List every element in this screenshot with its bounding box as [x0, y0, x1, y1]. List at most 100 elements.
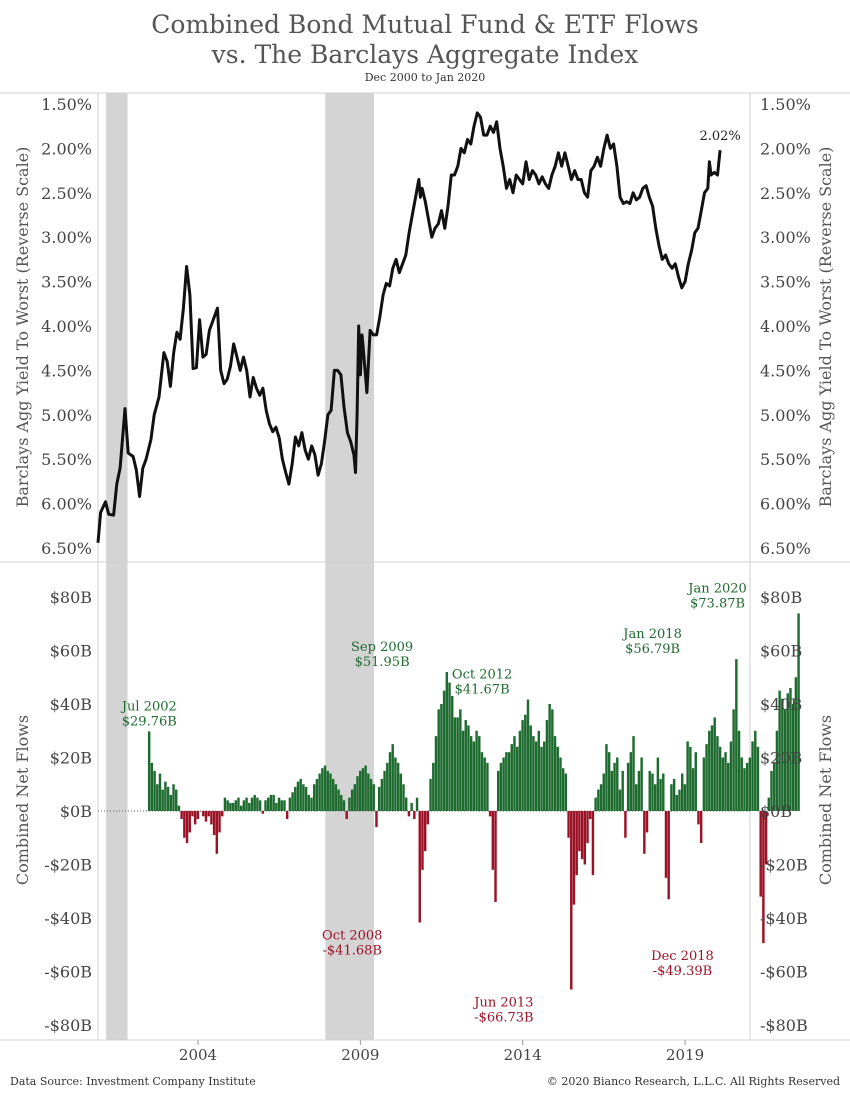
flow-bar — [410, 802, 413, 811]
flow-bar — [418, 811, 421, 923]
flow-bar — [277, 797, 281, 812]
flow-bar — [280, 800, 283, 811]
recession-shading — [106, 93, 374, 1040]
flow-bar — [353, 784, 357, 811]
flow-bar — [302, 784, 305, 811]
flow-bar — [740, 757, 743, 811]
flow-bar — [202, 811, 205, 817]
flow-bar — [448, 682, 451, 811]
flow-bar — [637, 770, 641, 812]
flow-bar — [342, 800, 346, 811]
yield-tick-label-left: 5.50% — [41, 450, 92, 469]
flow-bar — [589, 811, 592, 820]
flow-bar — [518, 730, 522, 811]
copyright-note: © 2020 Bianco Research, L.L.C. All Right… — [546, 1075, 840, 1088]
flow-bar — [702, 757, 706, 811]
flow-bars — [147, 613, 800, 990]
flow-bar — [337, 789, 340, 811]
flow-bar — [196, 811, 200, 820]
flow-bar — [543, 741, 546, 811]
flow-bar — [326, 770, 329, 812]
flow-bar — [269, 794, 273, 811]
flow-bar — [488, 811, 492, 817]
flow-tick-label-left: -$80B — [44, 1016, 92, 1035]
annotation-value: $29.76B — [122, 714, 177, 729]
chart-title-line1: Combined Bond Mutual Fund & ETF Flows — [151, 10, 699, 39]
year-tick-label: 2014 — [504, 1046, 542, 1064]
flow-bar — [285, 811, 289, 820]
flow-bar — [721, 757, 725, 811]
flow-bar — [258, 800, 262, 811]
flow-bar — [388, 752, 392, 811]
flow-bar — [681, 773, 684, 811]
flow-bar — [656, 757, 660, 811]
yield-tick-label-right: 2.50% — [760, 184, 811, 203]
flow-bar — [567, 811, 570, 838]
flow-bar — [727, 762, 730, 811]
flow-bar — [602, 773, 605, 811]
flow-bar — [797, 613, 800, 811]
flow-bar — [334, 784, 338, 811]
flow-bar — [564, 773, 568, 811]
flow-bar — [442, 690, 446, 812]
flow-bar — [467, 725, 470, 811]
flow-annotations: Jul 2002$29.76B Sep 2009$51.95B Oct 2012$4… — [120, 581, 747, 1025]
flow-bar — [789, 687, 792, 811]
flow-bar — [635, 784, 638, 811]
flow-bar — [296, 781, 300, 811]
flow-bar — [767, 797, 771, 812]
flow-bar — [548, 704, 551, 811]
flow-axis-title-right: Combined Net Flows — [816, 715, 835, 885]
flow-bar — [445, 672, 449, 811]
flow-bar — [773, 762, 776, 811]
flow-bar — [407, 811, 411, 817]
yield-tick-label-right: 4.50% — [760, 361, 811, 380]
flow-bar — [437, 709, 440, 811]
flow-bar — [369, 778, 373, 811]
flow-bar — [583, 811, 587, 865]
flow-bar — [716, 736, 719, 811]
flow-bar — [180, 811, 183, 820]
flow-bar — [242, 800, 246, 811]
flow-bar — [193, 811, 197, 825]
yield-tick-label-right: 3.50% — [760, 273, 811, 292]
flow-bar — [497, 770, 500, 812]
flow-bar — [215, 811, 219, 854]
flow-bar — [283, 800, 286, 811]
flow-tick-label-left: $0B — [60, 802, 92, 821]
flow-bar — [678, 789, 681, 811]
flow-bar — [515, 746, 519, 811]
flow-bar — [545, 720, 549, 811]
flow-bar — [307, 794, 311, 811]
annotation-date: Jun 2013 — [472, 996, 533, 1011]
flow-bar — [321, 768, 324, 811]
flow-bar — [248, 802, 251, 811]
flow-bar — [218, 811, 221, 833]
annotation-value: -$41.68B — [323, 943, 382, 958]
yield-tick-label-left: 3.00% — [41, 228, 92, 247]
flow-bar — [275, 802, 278, 811]
year-tick-label: 2019 — [666, 1046, 704, 1064]
flow-bar — [686, 741, 689, 811]
yield-tick-label-left: 1.50% — [41, 95, 92, 114]
yield-tick-label-left: 4.50% — [41, 361, 92, 380]
yield-axis-title-left: Barclays Agg Yield To Worst (Reverse Sca… — [13, 147, 32, 508]
flow-bar — [570, 811, 573, 990]
flow-bar — [683, 784, 687, 811]
flow-bar — [399, 773, 403, 811]
flow-tick-label-right: $0B — [760, 802, 792, 821]
flow-bar — [453, 717, 457, 812]
annotation-date: Dec 2018 — [651, 949, 714, 964]
flow-bar — [207, 811, 210, 817]
flow-bar — [783, 709, 787, 811]
flow-bar — [553, 736, 557, 811]
flow-bar — [158, 773, 162, 811]
flow-bar — [616, 757, 619, 811]
flow-bar — [724, 752, 727, 811]
flow-tick-label-left: $80B — [50, 588, 92, 607]
chart-subtitle: Dec 2000 to Jan 2020 — [364, 71, 486, 84]
flow-bar — [440, 704, 443, 811]
yield-tick-label-left: 6.50% — [41, 539, 92, 558]
flow-bar — [534, 741, 538, 811]
